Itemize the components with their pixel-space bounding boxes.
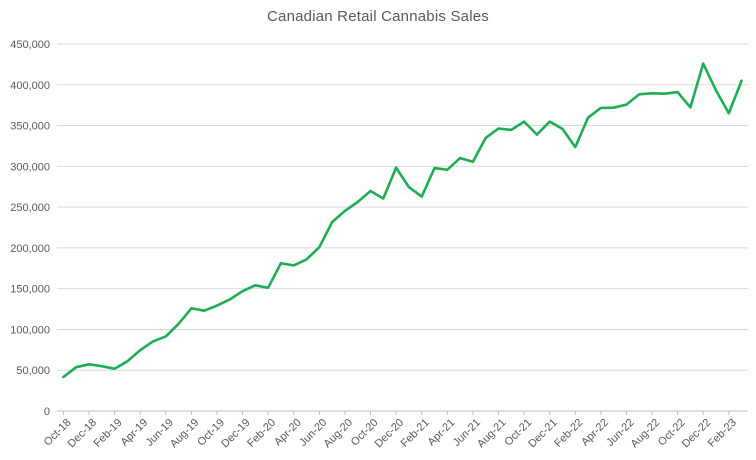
x-tick-label: Aug-21 (475, 417, 509, 451)
x-tick-label: Aug-19 (168, 417, 202, 451)
y-tick-label: 0 (44, 406, 50, 418)
sales-series (62, 62, 743, 379)
x-axis-labels: Oct-18Dec-18Feb-19Apr-19Jun-19Aug-19Oct-… (42, 417, 739, 451)
y-tick-label: 150,000 (10, 284, 50, 296)
x-tick-label: Aug-20 (321, 417, 355, 451)
x-tick-label: Feb-20 (245, 417, 278, 450)
x-tick-label: Feb-23 (706, 417, 739, 450)
y-tick-label: 300,000 (10, 161, 50, 173)
x-tick-label: Feb-21 (399, 417, 432, 450)
y-tick-label: 200,000 (10, 243, 50, 255)
x-tick-label: Feb-19 (92, 417, 125, 450)
y-tick-label: 250,000 (10, 202, 50, 214)
y-axis-labels: 0 50,000 100,000 150,000 200,000 250,000 300,0… (10, 39, 50, 418)
y-tick-label: 100,000 (10, 324, 50, 336)
chart-title: Canadian Retail Cannabis Sales (267, 8, 489, 25)
sales-line (62, 62, 743, 379)
y-tick-label: 50,000 (16, 365, 50, 377)
x-tick-label: Feb-22 (552, 417, 585, 450)
x-tick-label: Aug-22 (629, 417, 663, 451)
x-axis (57, 410, 748, 415)
y-gridlines (57, 43, 748, 371)
y-tick-label: 400,000 (10, 80, 50, 92)
y-tick-label: 350,000 (10, 121, 50, 133)
y-tick-label: 450,000 (10, 39, 50, 51)
